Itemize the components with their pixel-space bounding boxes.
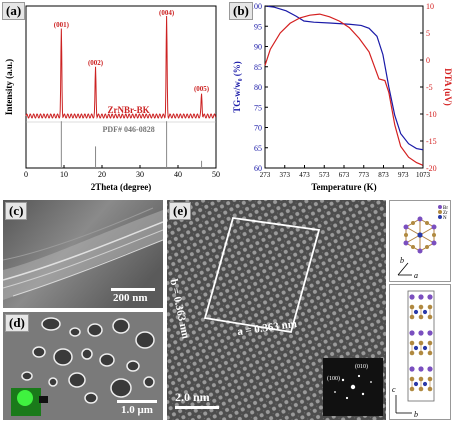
side-br-atom (427, 294, 433, 300)
sem-image-c (3, 200, 163, 308)
tga-xtick-label-5: 773 (359, 171, 370, 179)
tga-plot-frame (264, 5, 424, 169)
side-br-atom (418, 294, 424, 300)
xrd-peak-label-1: (002) (88, 59, 104, 67)
crystal-top-view: Br Zr N b a (389, 200, 451, 282)
scale-label-d: 1.0 μm (121, 404, 153, 416)
tga-ytick-right-label-0: -20 (426, 164, 437, 173)
tga-chart: 273 373 473 573 673 773 873 973 1073 60 65 70 75 80 85… (232, 2, 453, 192)
panel-d-sem: (d) 1.0 μm (3, 312, 163, 420)
legend-zr-dot (438, 210, 442, 214)
xrd-reference-label: PDF# 046-0828 (102, 125, 154, 134)
panel-c-sem: (c) 200 nm (3, 200, 163, 308)
scale-bar-c (111, 288, 155, 291)
tga-xtick-label-3: 573 (319, 171, 330, 179)
hrtem-image (167, 200, 386, 420)
side-n-atom (422, 381, 428, 387)
legend-br: Br (443, 206, 448, 211)
side-br-atom (427, 330, 433, 336)
tga-ytick-right-label-4: 0 (426, 56, 430, 65)
side-br-atom (418, 330, 424, 336)
xrd-plot-frame (25, 5, 217, 169)
crystal-top-structure: Br Zr N b a (397, 205, 448, 280)
tga-ytick-left-label-2: 70 (254, 124, 262, 133)
legend-n: N (443, 216, 447, 221)
xrd-xtick-label-4: 40 (174, 170, 182, 179)
xrd-xtick-label-1: 10 (60, 170, 68, 179)
axis-b-top: b (400, 256, 404, 265)
xrd-y-axis-label: Intensity (a.u.) (4, 59, 14, 115)
panel-label-e: (e) (169, 202, 192, 220)
panel-label-c: (c) (5, 202, 28, 220)
xrd-chart: (001) (002) (004) (005) ZrNBr-BK PDF# 046-082… (4, 5, 220, 192)
xrd-xtick-label-2: 20 (98, 170, 106, 179)
crystal-side-structure: c b (392, 290, 435, 419)
tga-x-axis-label: Temperature (K) (311, 182, 376, 192)
xrd-series-line (25, 16, 217, 120)
xrd-xtick-label-3: 30 (136, 170, 144, 179)
side-br-atom (409, 366, 415, 372)
xrd-peak-label-2: (004) (159, 9, 175, 17)
side-n-atom (422, 345, 428, 351)
xrd-peak-label-0: (001) (54, 21, 70, 29)
xrd-x-axis-label: 2Theta (degree) (91, 182, 152, 192)
side-n-atom (413, 381, 419, 387)
scale-label-c: 200 nm (113, 292, 148, 304)
tga-xtick-label-6: 873 (378, 171, 389, 179)
side-n-atom (413, 309, 419, 315)
panel-e-hrtem: (e) b = 0.363 nm a = 0.363 nm (100) (010… (167, 200, 386, 420)
crystal-side-view: c b (389, 284, 451, 420)
side-br-atom (409, 294, 415, 300)
panel-b-tga: 273 373 473 573 673 773 873 973 1073 60 65 70 75 80 85… (227, 0, 453, 196)
xrd-series-label: ZrNBr-BK (108, 105, 150, 115)
tga-ytick-left-label-5: 85 (254, 63, 262, 72)
tga-ytick-left-label-3: 75 (254, 103, 262, 112)
axis-b-side: b (414, 410, 418, 419)
tga-y-axis-label-left: TG-w/w₀ (%) (232, 61, 242, 112)
panel-label-b: (b) (229, 2, 253, 20)
panel-label-d: (d) (5, 314, 29, 332)
side-br-atom (427, 366, 433, 372)
axis-c-side: c (392, 385, 396, 394)
panel-a-xrd: (001) (002) (004) (005) ZrNBr-BK PDF# 046-082… (0, 0, 226, 196)
tga-xtick-label-8: 1073 (416, 171, 431, 179)
tga-ytick-left-label-4: 80 (254, 83, 262, 92)
scale-bar-d (117, 400, 157, 403)
tga-y-axis-label-right: DTA (uV) (443, 68, 453, 106)
scale-bar-e (175, 406, 219, 409)
xrd-xtick-label-0: 0 (24, 170, 28, 179)
tga-xtick-label-0: 273 (260, 171, 271, 179)
tga-xtick-label-1: 373 (280, 171, 291, 179)
tga-ytick-left-label-0: 60 (254, 164, 262, 173)
axis-a-top: a (414, 271, 418, 280)
legend-br-dot (438, 205, 442, 209)
fft-label-010: (010) (355, 364, 368, 370)
legend-n-dot (438, 215, 442, 219)
tga-ytick-right-label-6: 10 (426, 2, 434, 11)
side-br-atom (409, 330, 415, 336)
dta-series-line (264, 13, 424, 166)
legend-zr: Zr (443, 211, 448, 216)
tga-ytick-left-label-8: 100 (250, 2, 262, 11)
tga-ytick-right-label-5: 5 (426, 29, 430, 38)
tga-ytick-left-label-6: 90 (254, 43, 262, 52)
tga-xtick-label-2: 473 (299, 171, 310, 179)
panel-label-a: (a) (2, 2, 26, 20)
tg-series-line (264, 5, 424, 151)
tga-ytick-right-label-2: -10 (426, 110, 437, 119)
side-n-atom (413, 345, 419, 351)
tga-ytick-left-label-1: 65 (254, 144, 262, 153)
xrd-peak-label-3: (005) (194, 85, 210, 93)
xrd-xtick-label-5: 50 (212, 170, 220, 179)
side-br-atom (418, 366, 424, 372)
tga-ytick-right-label-1: -15 (426, 137, 437, 146)
tga-xtick-label-4: 673 (339, 171, 350, 179)
tga-ytick-right-label-3: -5 (426, 83, 433, 92)
tga-xtick-label-7: 973 (398, 171, 409, 179)
tga-ytick-left-label-7: 95 (254, 22, 262, 31)
scale-label-e: 2.0 nm (175, 390, 210, 404)
fft-label-100: (100) (327, 376, 340, 382)
side-n-atom (422, 309, 428, 315)
